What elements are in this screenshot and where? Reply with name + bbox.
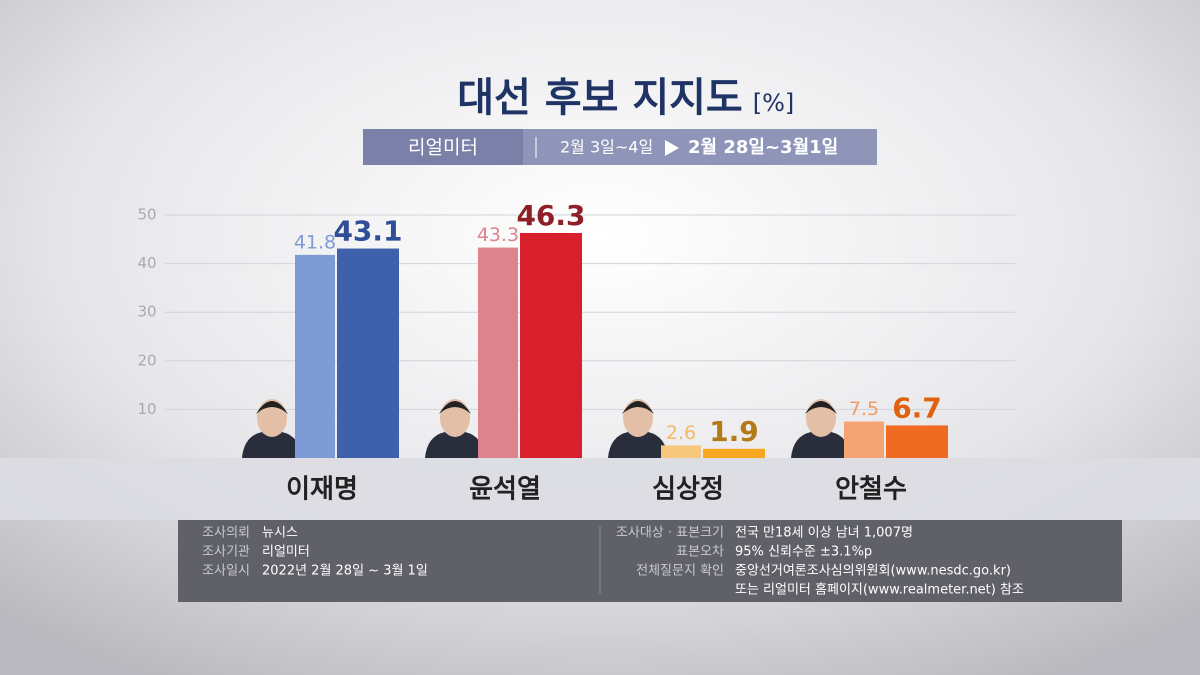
data-label: 43.3 <box>477 224 519 246</box>
bar <box>520 232 582 458</box>
bar <box>703 448 765 458</box>
legend-entry: 2월 3일~4일 <box>560 138 653 157</box>
footer-value: 전국 만18세 이상 남녀 1,007명 <box>735 526 913 541</box>
y-tick-label: 10 <box>137 400 156 418</box>
footer-value: 뉴시스 <box>262 526 298 541</box>
chart-title: 대선 후보 지지도 <box>457 75 742 121</box>
legend-entry: 2월 28일~3월1일 <box>688 137 838 158</box>
footer-label: 조사기관 <box>202 545 250 560</box>
y-tick-label: 20 <box>137 351 156 369</box>
bar <box>886 425 948 458</box>
y-tick-label: 30 <box>137 303 156 321</box>
x-tick-label: 이재명 <box>286 475 358 505</box>
data-label: 7.5 <box>849 398 879 420</box>
data-label: 43.1 <box>333 215 402 248</box>
portrait <box>791 432 851 458</box>
portrait-hair <box>439 401 471 414</box>
bar <box>337 248 399 458</box>
footer-label: 조사일시 <box>202 564 250 579</box>
bar <box>844 421 884 458</box>
bar <box>295 254 335 458</box>
x-tick-label: 심상정 <box>652 475 724 505</box>
portrait <box>242 432 302 458</box>
data-label: 46.3 <box>516 199 585 232</box>
y-tick-label: 40 <box>137 254 156 272</box>
source-box <box>363 129 523 165</box>
portrait <box>425 432 485 458</box>
bar <box>661 445 701 458</box>
y-tick-label: 50 <box>137 206 156 224</box>
portrait-hair <box>622 401 654 414</box>
footer-value: 95% 신뢰수준 ±3.1%p <box>735 545 872 560</box>
x-tick-label: 윤석열 <box>469 475 541 505</box>
footer-box <box>178 520 1122 602</box>
portrait-hair <box>805 401 837 414</box>
footer-label: 전체질문지 확인 <box>636 564 724 579</box>
footer-value: 중앙선거여론조사심의위원회(www.nesdc.go.kr) <box>735 564 1011 579</box>
data-label: 2.6 <box>666 422 696 444</box>
source: 리얼미터 <box>408 137 478 159</box>
bar <box>478 247 518 458</box>
footer-label: 표본오차 <box>676 545 724 560</box>
data-label: 1.9 <box>709 415 759 448</box>
data-label: 6.7 <box>892 391 942 424</box>
footer-value: 또는 리얼미터 홈페이지(www.realmeter.net) 참조 <box>735 583 1024 598</box>
footer-label: 조사의뢰 <box>202 526 250 541</box>
footer-value: 리얼미터 <box>262 545 310 560</box>
category-band <box>0 458 1200 520</box>
data-label: 41.8 <box>294 231 336 253</box>
portrait <box>608 432 668 458</box>
unit-label: [%] <box>753 89 795 117</box>
arrow-icon <box>665 140 679 156</box>
footer-value: 2022년 2월 28일 ~ 3월 1일 <box>262 564 428 579</box>
portrait-hair <box>256 401 288 414</box>
footer-label: 조사대상 · 표본크기 <box>616 526 724 541</box>
x-tick-label: 안철수 <box>835 475 907 505</box>
